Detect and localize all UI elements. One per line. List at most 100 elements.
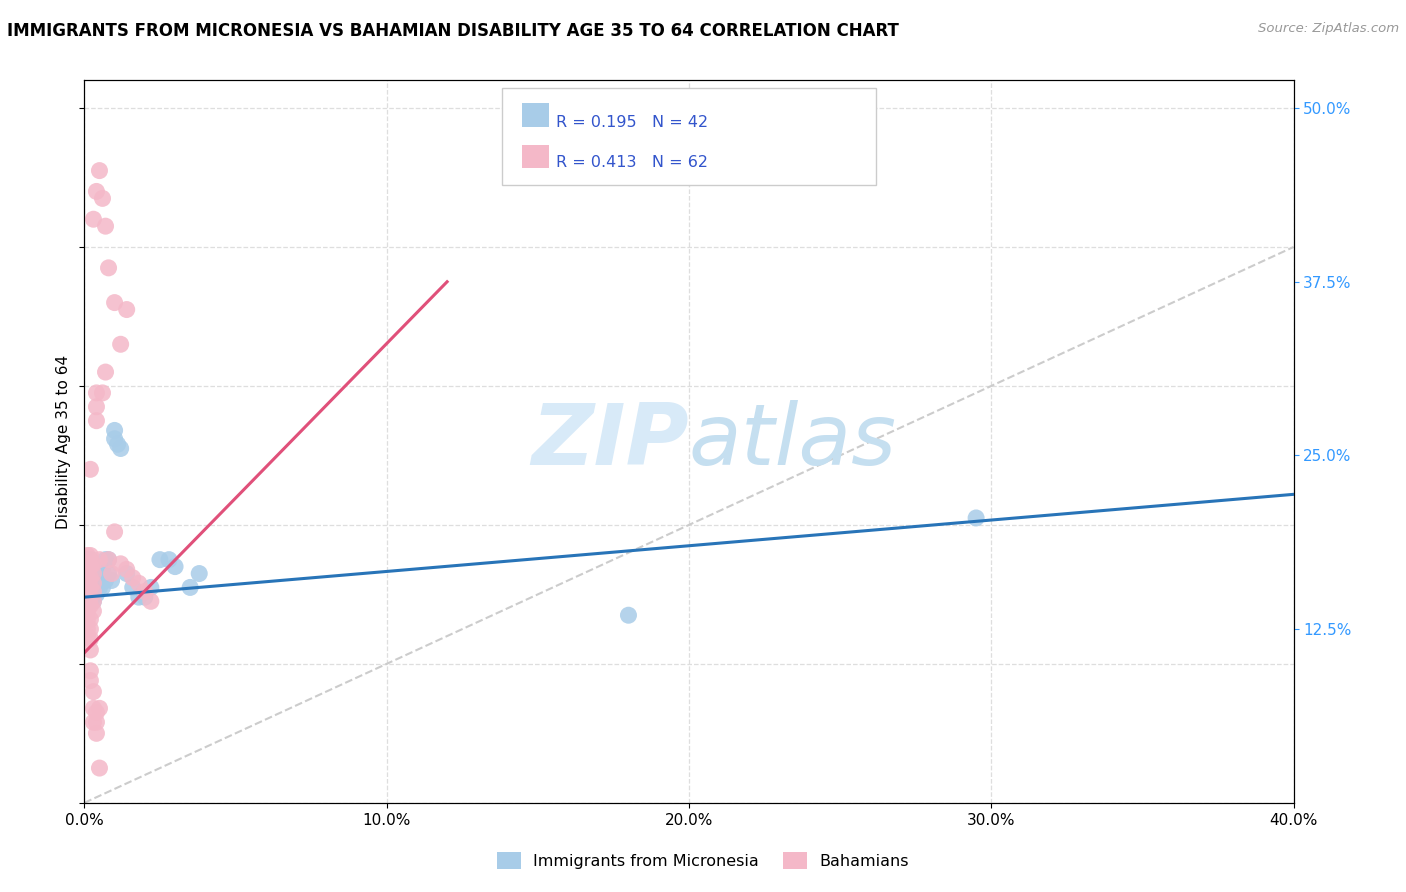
- Point: [79, 622, 101, 636]
- Point: [91, 191, 114, 205]
- Point: [97, 260, 120, 275]
- FancyBboxPatch shape: [522, 145, 548, 169]
- Point: [86, 706, 108, 720]
- Point: [100, 566, 122, 581]
- Legend: Immigrants from Micronesia, Bahamians: Immigrants from Micronesia, Bahamians: [491, 846, 915, 875]
- Point: [91, 581, 114, 595]
- Point: [79, 632, 101, 646]
- Point: [89, 701, 111, 715]
- Point: [89, 559, 111, 574]
- Point: [104, 524, 127, 539]
- Point: [115, 562, 138, 576]
- Point: [188, 566, 211, 581]
- Point: [82, 566, 104, 581]
- Point: [149, 552, 172, 566]
- Point: [79, 552, 101, 566]
- Point: [79, 581, 101, 595]
- Point: [82, 701, 104, 715]
- Point: [89, 163, 111, 178]
- Point: [89, 552, 111, 566]
- Point: [86, 581, 108, 595]
- Text: R = 0.413   N = 62: R = 0.413 N = 62: [555, 155, 709, 170]
- Text: Source: ZipAtlas.com: Source: ZipAtlas.com: [1258, 22, 1399, 36]
- Point: [115, 566, 138, 581]
- Point: [79, 462, 101, 476]
- Point: [82, 594, 104, 608]
- Point: [82, 212, 104, 227]
- Point: [76, 629, 98, 643]
- Point: [86, 400, 108, 414]
- Point: [79, 559, 101, 574]
- Point: [107, 437, 129, 451]
- Point: [94, 219, 117, 234]
- Point: [86, 587, 108, 601]
- Point: [76, 566, 98, 581]
- Point: [82, 594, 104, 608]
- Point: [79, 581, 101, 595]
- Point: [76, 552, 98, 566]
- Point: [79, 599, 101, 613]
- Point: [94, 365, 117, 379]
- Point: [617, 608, 640, 623]
- Point: [76, 562, 98, 576]
- Point: [86, 385, 108, 400]
- Point: [79, 574, 101, 588]
- Point: [76, 581, 98, 595]
- FancyBboxPatch shape: [522, 103, 548, 128]
- Point: [97, 566, 120, 581]
- Point: [110, 557, 132, 571]
- Point: [82, 684, 104, 698]
- Point: [104, 424, 127, 438]
- Point: [965, 511, 987, 525]
- Point: [82, 574, 104, 588]
- Point: [86, 566, 108, 581]
- Point: [165, 559, 187, 574]
- Point: [179, 581, 201, 595]
- Point: [82, 584, 104, 599]
- Point: [82, 715, 104, 730]
- Point: [86, 715, 108, 730]
- Point: [76, 590, 98, 604]
- Point: [76, 549, 98, 563]
- Point: [115, 302, 138, 317]
- Point: [89, 571, 111, 585]
- Point: [100, 574, 122, 588]
- Point: [139, 594, 162, 608]
- Point: [89, 761, 111, 775]
- Point: [157, 552, 180, 566]
- Point: [86, 574, 108, 588]
- Text: atlas: atlas: [689, 400, 897, 483]
- Text: R = 0.195   N = 42: R = 0.195 N = 42: [555, 115, 709, 130]
- Point: [82, 566, 104, 581]
- Point: [82, 559, 104, 574]
- Point: [82, 604, 104, 618]
- Point: [97, 552, 120, 566]
- Point: [139, 581, 162, 595]
- Point: [76, 557, 98, 571]
- Point: [76, 604, 98, 618]
- Point: [82, 557, 104, 571]
- Point: [134, 584, 156, 599]
- Point: [104, 295, 127, 310]
- Point: [128, 590, 150, 604]
- Point: [76, 599, 98, 613]
- Point: [79, 643, 101, 657]
- Point: [94, 574, 117, 588]
- Point: [79, 612, 101, 626]
- Point: [91, 385, 114, 400]
- Point: [97, 552, 120, 566]
- Point: [76, 571, 98, 585]
- Point: [79, 566, 101, 581]
- Point: [104, 432, 127, 446]
- Point: [91, 562, 114, 576]
- Point: [110, 337, 132, 351]
- Point: [94, 552, 117, 566]
- Point: [121, 581, 143, 595]
- Point: [82, 576, 104, 591]
- Text: IMMIGRANTS FROM MICRONESIA VS BAHAMIAN DISABILITY AGE 35 TO 64 CORRELATION CHART: IMMIGRANTS FROM MICRONESIA VS BAHAMIAN D…: [7, 22, 898, 40]
- Point: [79, 673, 101, 688]
- Point: [89, 581, 111, 595]
- Point: [134, 590, 156, 604]
- Text: ZIP: ZIP: [531, 400, 689, 483]
- Point: [128, 576, 150, 591]
